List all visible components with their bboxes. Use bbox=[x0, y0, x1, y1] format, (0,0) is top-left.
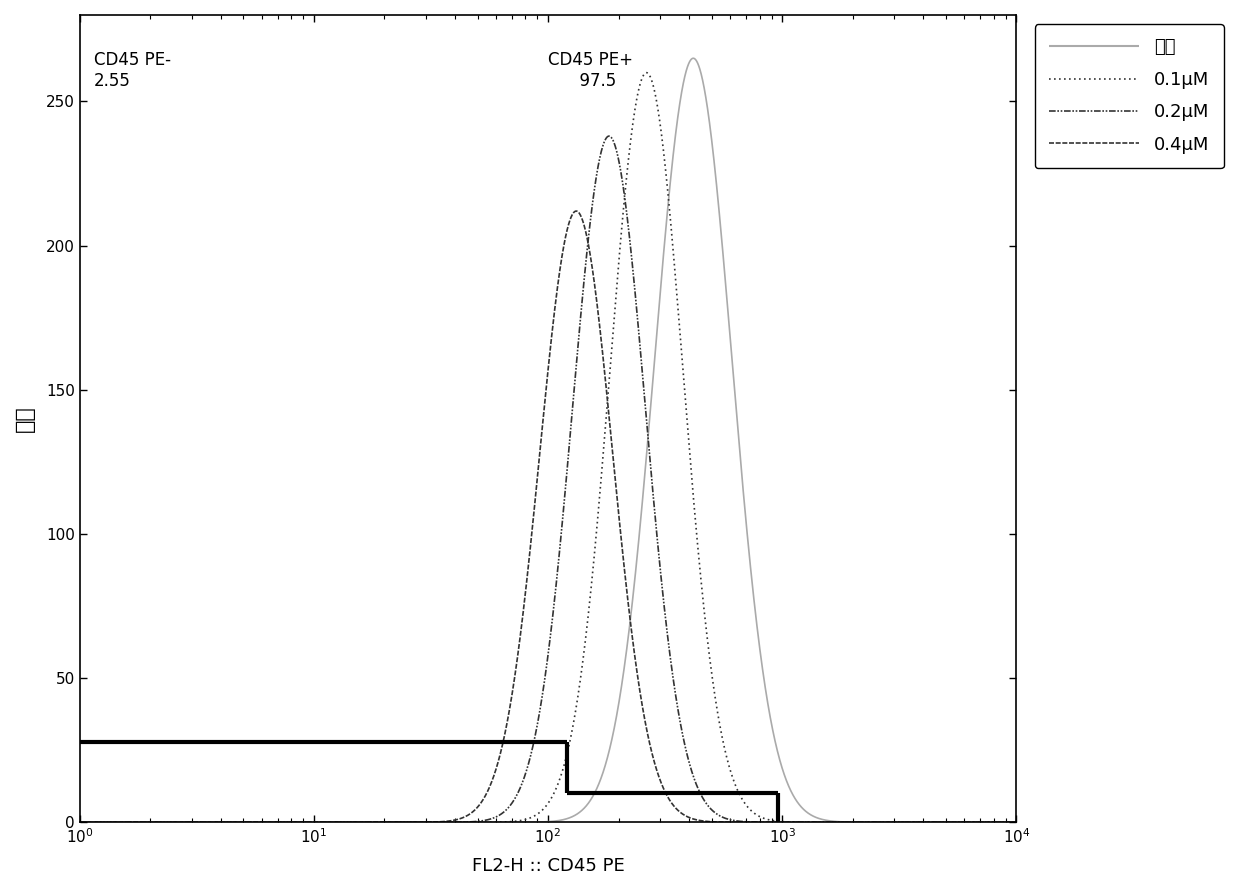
模拟 bbox=[817, 814, 831, 825]
0.4μM bbox=[411, 817, 426, 828]
0.4μM bbox=[1009, 817, 1023, 828]
模拟 bbox=[119, 817, 134, 828]
0.1μM bbox=[817, 817, 831, 828]
模拟 bbox=[686, 53, 701, 63]
模拟 bbox=[1009, 817, 1023, 828]
0.4μM bbox=[569, 206, 584, 216]
0.2μM bbox=[767, 817, 782, 828]
0.4μM bbox=[627, 646, 642, 657]
Line: 模拟: 模拟 bbox=[79, 58, 1016, 822]
0.2μM bbox=[119, 817, 134, 828]
0.1μM bbox=[767, 815, 782, 826]
Line: 0.1μM: 0.1μM bbox=[79, 73, 1016, 822]
0.1μM bbox=[1009, 817, 1023, 828]
0.2μM bbox=[1009, 817, 1023, 828]
Line: 0.2μM: 0.2μM bbox=[79, 136, 1016, 822]
模拟 bbox=[72, 817, 87, 828]
模拟 bbox=[668, 135, 683, 146]
0.2μM bbox=[411, 817, 426, 828]
0.1μM bbox=[119, 817, 134, 828]
0.2μM bbox=[601, 131, 616, 142]
模拟 bbox=[627, 581, 642, 592]
0.4μM bbox=[119, 817, 134, 828]
0.2μM bbox=[72, 817, 87, 828]
Text: CD45 PE-
2.55: CD45 PE- 2.55 bbox=[94, 52, 171, 90]
Y-axis label: 计数: 计数 bbox=[15, 405, 35, 432]
0.4μM bbox=[72, 817, 87, 828]
0.1μM bbox=[411, 817, 426, 828]
0.2μM bbox=[817, 817, 831, 828]
X-axis label: FL2-H :: CD45 PE: FL2-H :: CD45 PE bbox=[472, 857, 624, 875]
0.4μM bbox=[668, 802, 683, 813]
0.4μM bbox=[767, 817, 782, 828]
0.1μM bbox=[639, 68, 654, 78]
0.2μM bbox=[627, 277, 642, 287]
Line: 0.4μM: 0.4μM bbox=[79, 211, 1016, 822]
0.1μM bbox=[668, 266, 683, 277]
模拟 bbox=[411, 817, 426, 828]
Text: CD45 PE+
      97.5: CD45 PE+ 97.5 bbox=[548, 52, 633, 90]
Legend: 模拟, 0.1μM, 0.2μM, 0.4μM: 模拟, 0.1μM, 0.2μM, 0.4μM bbox=[1035, 24, 1224, 168]
0.2μM bbox=[668, 685, 683, 696]
0.4μM bbox=[817, 817, 831, 828]
模拟 bbox=[767, 732, 782, 743]
0.1μM bbox=[72, 817, 87, 828]
0.1μM bbox=[627, 110, 642, 121]
